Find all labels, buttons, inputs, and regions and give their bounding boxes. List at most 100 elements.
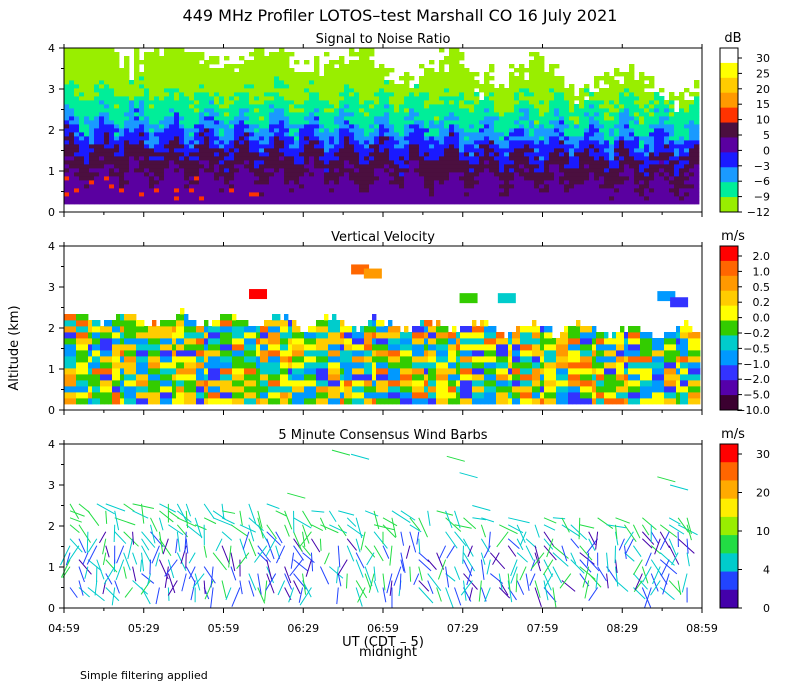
snr-cell <box>189 168 195 173</box>
snr-cell <box>514 176 520 181</box>
snr-cell <box>229 168 235 173</box>
snr-cell <box>604 92 610 97</box>
figure-title: 449 MHz Profiler LOTOS–test Marshall CO … <box>183 6 618 25</box>
snr-cell <box>614 88 620 93</box>
snr-cell <box>349 140 355 145</box>
snr-cell <box>189 124 195 129</box>
snr-cell <box>504 112 510 117</box>
snr-cell <box>219 128 225 133</box>
vv-cell <box>76 386 81 393</box>
vv-cell <box>208 362 213 369</box>
snr-cell <box>239 172 245 177</box>
snr-cell <box>684 192 690 197</box>
snr-cell <box>194 76 200 81</box>
snr-cell <box>389 188 395 193</box>
snr-cell <box>199 100 205 105</box>
snr-cell <box>344 200 350 205</box>
snr-cell <box>284 160 290 165</box>
snr-cell <box>454 92 460 97</box>
snr-cell <box>369 116 375 121</box>
vv-cell <box>168 392 173 399</box>
snr-cell <box>384 112 390 117</box>
snr-cell <box>334 108 340 113</box>
snr-cell <box>299 104 305 109</box>
snr-cell <box>359 100 365 105</box>
snr-cell <box>114 60 120 65</box>
snr-cell <box>304 96 310 101</box>
snr-cell <box>549 104 555 109</box>
snr-cell <box>454 80 460 85</box>
snr-cell <box>414 84 420 89</box>
snr-cell <box>214 152 220 157</box>
snr-cell <box>79 108 85 113</box>
snr-cell <box>114 128 120 133</box>
snr-cell <box>404 124 410 129</box>
snr-cell <box>119 84 125 89</box>
snr-cell <box>279 140 285 145</box>
snr-cell <box>209 156 215 161</box>
snr-cell <box>379 72 385 77</box>
snr-cell <box>69 84 75 89</box>
snr-cell <box>599 88 605 93</box>
snr-cell <box>539 168 545 173</box>
snr-cell <box>459 112 465 117</box>
snr-cell <box>304 88 310 93</box>
snr-cell <box>624 120 630 125</box>
snr-cell <box>629 108 635 113</box>
snr-cell <box>534 196 540 201</box>
snr-cell <box>419 156 425 161</box>
snr-cell <box>139 188 145 193</box>
vv-cell <box>128 338 133 345</box>
snr-cell <box>604 80 610 85</box>
snr-cell <box>619 172 625 177</box>
vv-cell <box>112 344 117 351</box>
snr-cell <box>369 136 375 141</box>
snr-cell <box>384 184 390 189</box>
snr-cell <box>474 72 480 77</box>
snr-cell <box>184 200 190 205</box>
snr-cell <box>324 192 330 197</box>
snr-cell <box>399 76 405 81</box>
snr-cell <box>424 184 430 189</box>
snr-cell <box>144 148 150 153</box>
snr-cell <box>254 172 260 177</box>
snr-cell <box>459 168 465 173</box>
snr-cell <box>574 180 580 185</box>
snr-cell <box>69 116 75 121</box>
snr-cell <box>234 160 240 165</box>
vv-cell <box>140 320 145 327</box>
snr-cell <box>194 144 200 149</box>
vv-cell <box>208 392 213 399</box>
snr-cell <box>309 144 315 149</box>
snr-cell <box>259 60 265 65</box>
snr-cell <box>269 140 275 145</box>
snr-cell <box>189 60 195 65</box>
snr-cell <box>274 80 280 85</box>
snr-cell <box>509 184 515 189</box>
snr-cell <box>324 184 330 189</box>
snr-cell <box>529 116 535 121</box>
snr-cell <box>554 100 560 105</box>
vv-cell <box>96 332 101 339</box>
snr-cell <box>94 180 100 185</box>
snr-cell <box>529 196 535 201</box>
vv-cell <box>156 398 161 405</box>
snr-cell <box>334 88 340 93</box>
snr-cell <box>409 76 415 81</box>
snr-cell <box>79 148 85 153</box>
vv-cell <box>152 338 157 345</box>
snr-cell <box>424 180 430 185</box>
snr-cell <box>274 84 280 89</box>
snr-cell <box>689 108 695 113</box>
snr-cell <box>134 116 140 121</box>
snr-cell <box>359 112 365 117</box>
snr-cell <box>404 184 410 189</box>
snr-cell <box>299 112 305 117</box>
snr-cell <box>209 168 215 173</box>
snr-cell <box>519 136 525 141</box>
vv-cell <box>112 362 117 369</box>
snr-cell <box>94 72 100 77</box>
snr-cell <box>669 100 675 105</box>
snr-cell <box>524 84 530 89</box>
snr-cell <box>539 180 545 185</box>
